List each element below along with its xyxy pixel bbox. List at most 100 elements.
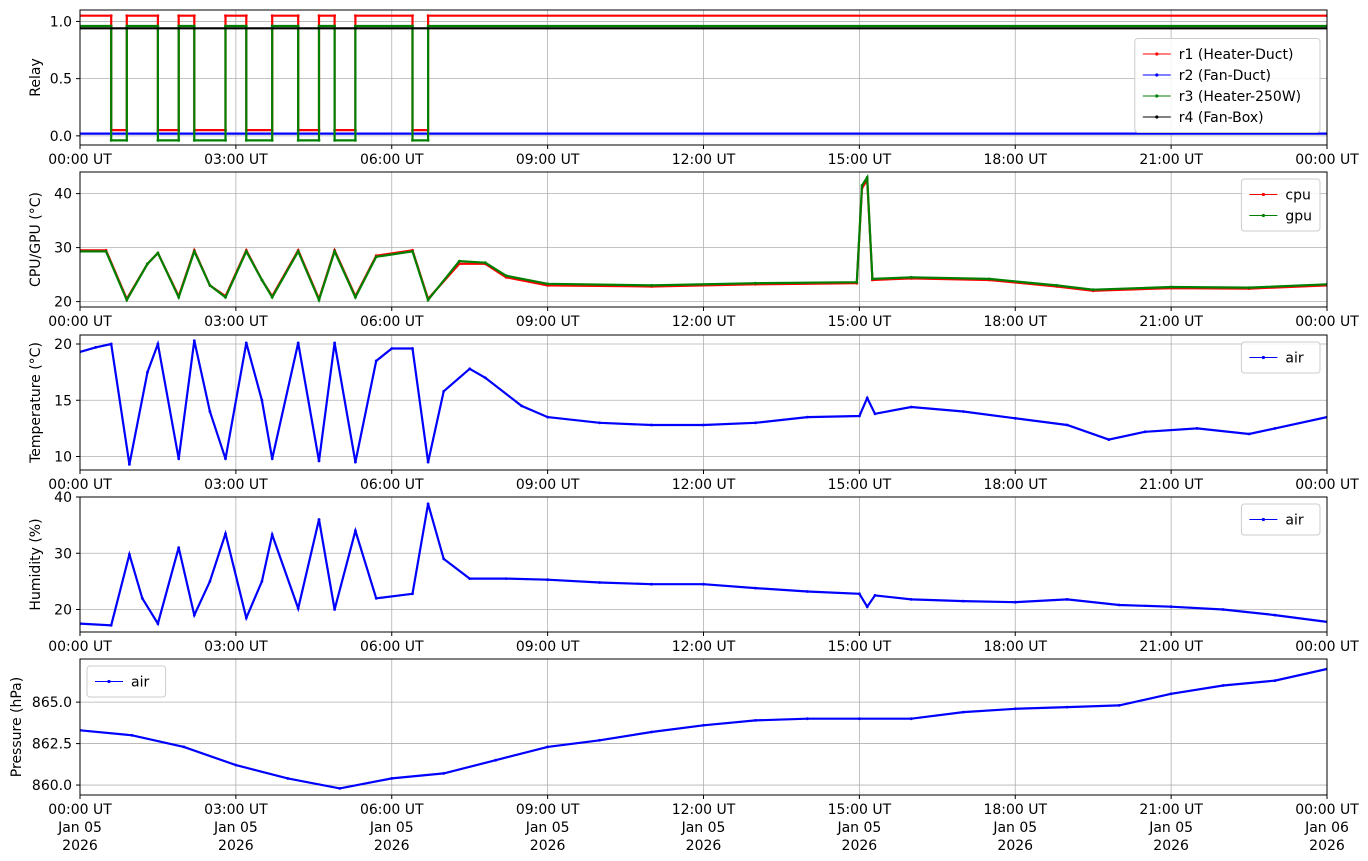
x-tick-label: 00:00 UT bbox=[48, 314, 112, 330]
x-tick-label: 18:00 UT bbox=[983, 639, 1047, 655]
data-point bbox=[296, 607, 300, 610]
y-tick-label: 20 bbox=[54, 337, 72, 353]
y-axis-label: Temperature (°C) bbox=[28, 342, 44, 464]
x-tick-label: 03:00 UT bbox=[204, 477, 268, 493]
data-point bbox=[244, 250, 248, 253]
data-point bbox=[125, 24, 129, 28]
data-point bbox=[865, 396, 869, 400]
data-point bbox=[354, 24, 357, 28]
y-tick-label: 20 bbox=[54, 295, 72, 311]
y-tick-label: 865.0 bbox=[32, 695, 72, 711]
data-point bbox=[494, 758, 498, 762]
data-point bbox=[520, 404, 523, 408]
data-point bbox=[1143, 430, 1147, 434]
data-point bbox=[650, 423, 653, 427]
data-point bbox=[873, 594, 877, 597]
data-point bbox=[1195, 427, 1199, 430]
data-point bbox=[270, 533, 274, 537]
data-point bbox=[546, 415, 549, 419]
data-point bbox=[390, 777, 394, 780]
y-tick-label: 860.0 bbox=[32, 778, 72, 794]
data-point bbox=[354, 295, 357, 299]
x-tick-label: 09:00 UT bbox=[516, 152, 580, 168]
x-date-label: Jan 05 bbox=[369, 820, 414, 836]
data-point bbox=[411, 14, 414, 18]
x-tick-label: 00:00 UT bbox=[1295, 802, 1359, 818]
x-date-label: Jan 05 bbox=[836, 820, 881, 836]
data-point bbox=[1169, 692, 1173, 696]
data-point bbox=[411, 139, 414, 142]
data-point bbox=[286, 777, 290, 780]
data-point bbox=[296, 139, 300, 142]
data-point bbox=[208, 410, 212, 413]
legend-marker bbox=[1155, 94, 1159, 98]
data-point bbox=[192, 24, 196, 28]
x-date-label: Jan 05 bbox=[681, 820, 726, 836]
legend-box bbox=[1240, 178, 1321, 232]
series-line bbox=[80, 14, 1327, 132]
y-axis-label: Pressure (hPa) bbox=[9, 677, 25, 777]
data-point bbox=[1013, 707, 1017, 711]
x-tick-label: 12:00 UT bbox=[672, 639, 736, 655]
legend-label: r2 (Fan-Duct) bbox=[1179, 68, 1271, 84]
x-tick-label: 00:00 UT bbox=[48, 802, 112, 818]
subplot-4: 20 30 40 00:00 UT 03:00 UT 06:00 UT 09:00 UT 12… bbox=[28, 490, 1359, 655]
legend-marker bbox=[1155, 115, 1159, 119]
x-year-label: 2026 bbox=[218, 838, 254, 854]
x-tick-label: 15:00 UT bbox=[828, 477, 892, 493]
data-point bbox=[260, 398, 264, 402]
data-point bbox=[426, 24, 430, 28]
y-tick-label: 30 bbox=[54, 546, 72, 562]
x-year-label: 2026 bbox=[530, 838, 566, 854]
data-point bbox=[702, 582, 705, 586]
x-year-label: 2026 bbox=[842, 838, 878, 854]
data-point bbox=[333, 608, 336, 611]
data-point bbox=[1013, 416, 1017, 420]
x-tick-label: 00:00 UT bbox=[1295, 639, 1359, 655]
data-point bbox=[1169, 605, 1173, 609]
data-point bbox=[354, 14, 357, 18]
data-point bbox=[317, 459, 321, 463]
data-point bbox=[442, 389, 446, 393]
data-point bbox=[244, 14, 248, 18]
y-tick-label: 40 bbox=[54, 490, 72, 506]
subplot-3: 10 15 20 00:00 UT 03:00 UT 06:00 UT 09:00 UT 12… bbox=[28, 334, 1359, 493]
data-point bbox=[411, 592, 414, 596]
x-tick-label: 06:00 UT bbox=[360, 477, 424, 493]
x-tick-label: 09:00 UT bbox=[516, 639, 580, 655]
series-line bbox=[80, 503, 1327, 627]
data-point bbox=[702, 723, 705, 727]
x-tick-label: 18:00 UT bbox=[983, 802, 1047, 818]
data-point bbox=[442, 772, 446, 775]
data-point bbox=[244, 139, 248, 142]
x-date-label: Jan 05 bbox=[525, 820, 570, 836]
data-point bbox=[1065, 598, 1069, 601]
data-point bbox=[1221, 608, 1225, 611]
data-point bbox=[260, 278, 264, 282]
data-point bbox=[909, 717, 913, 721]
data-point bbox=[1273, 613, 1277, 617]
x-tick-label: 00:00 UT bbox=[1295, 314, 1359, 330]
legend-box bbox=[1240, 341, 1321, 374]
data-point bbox=[546, 282, 549, 286]
data-point bbox=[806, 590, 809, 593]
data-point bbox=[333, 139, 336, 142]
data-point bbox=[177, 24, 181, 28]
data-point bbox=[702, 423, 705, 427]
series-line bbox=[80, 24, 1327, 142]
data-point bbox=[109, 342, 113, 346]
legend-box bbox=[1134, 38, 1321, 133]
data-point bbox=[156, 14, 160, 18]
data-point bbox=[317, 14, 321, 18]
data-point bbox=[224, 24, 227, 28]
data-point bbox=[858, 717, 861, 721]
y-axis-label: Humidity (%) bbox=[28, 518, 44, 610]
x-date-label: Jan 05 bbox=[992, 820, 1037, 836]
data-point bbox=[411, 250, 414, 253]
data-point bbox=[270, 14, 274, 18]
x-year-label: 2026 bbox=[686, 838, 722, 854]
data-point bbox=[468, 367, 472, 371]
data-point bbox=[909, 275, 913, 279]
data-point bbox=[860, 184, 864, 187]
legend-label: r1 (Heater-Duct) bbox=[1179, 47, 1294, 63]
